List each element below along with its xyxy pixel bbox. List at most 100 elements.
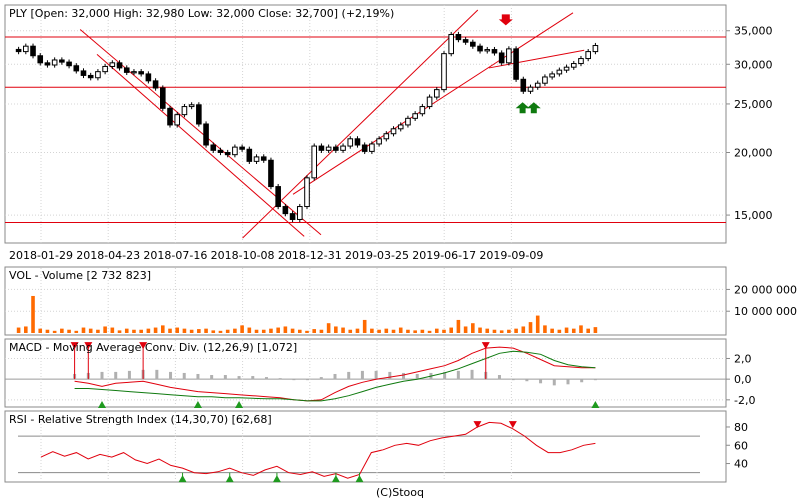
volume-bar <box>204 328 208 333</box>
volume-bar <box>283 326 288 333</box>
price-candle-body <box>30 45 36 57</box>
volume-bar <box>362 319 367 333</box>
rsi-panel <box>4 410 727 483</box>
price-x-tick-label: 2019-09-09 <box>479 249 543 262</box>
macd-histogram-bar <box>292 379 296 381</box>
volume-bar <box>507 329 511 333</box>
volume-bar <box>81 327 86 333</box>
price-candle-body <box>66 61 72 67</box>
price-candle-body <box>585 51 591 60</box>
volume-bar <box>175 327 180 333</box>
macd-histogram-bar <box>525 379 529 382</box>
volume-bar <box>305 330 309 333</box>
price-candle-body <box>304 177 310 208</box>
volume-bar <box>434 328 439 333</box>
rsi-overbought-marker <box>473 421 482 429</box>
volume-bar <box>384 328 389 333</box>
volume-bar <box>398 327 403 333</box>
macd-buy-marker <box>235 400 244 408</box>
price-candle-body <box>160 87 166 109</box>
price-candle-body <box>59 59 65 63</box>
volume-bar <box>254 329 259 333</box>
price-candle-body <box>419 106 426 115</box>
volume-bar <box>391 329 396 333</box>
price-candle-body <box>520 78 527 92</box>
macd-histogram-bar <box>278 378 282 380</box>
macd-y-tick-label: -2,0 <box>734 394 755 407</box>
price-candle-body <box>433 89 440 98</box>
macd-histogram-bar <box>251 376 255 380</box>
price-candle-body <box>109 62 116 67</box>
price-candle-body <box>253 156 260 162</box>
volume-bar <box>52 330 57 333</box>
macd-y-tick-label: 2,0 <box>734 352 752 365</box>
price-candle-body <box>556 69 563 75</box>
volume-bar <box>96 329 100 333</box>
volume-bar <box>38 328 43 333</box>
price-candle-body <box>296 206 303 220</box>
price-candle-body <box>289 213 296 220</box>
volume-bar <box>233 328 237 333</box>
volume-bar <box>240 325 244 333</box>
volume-bar <box>189 329 194 333</box>
price-candle-body <box>116 62 123 69</box>
volume-bar <box>211 330 216 333</box>
price-candle-body <box>318 145 325 151</box>
price-y-tick-label: 30,000 <box>734 58 773 71</box>
price-candle-body <box>333 146 339 151</box>
macd-histogram-bar <box>333 373 337 380</box>
price-x-tick-label: 2018-01-29 <box>9 249 73 262</box>
volume-bar <box>514 328 518 333</box>
rsi-y-tick-label: 80 <box>734 421 748 434</box>
macd-histogram-bar <box>415 373 419 380</box>
price-candle-body <box>477 45 483 52</box>
rsi-oversold-marker <box>272 475 281 483</box>
volume-bar <box>528 322 533 333</box>
price-candle-body <box>73 65 80 72</box>
volume-bar <box>24 326 28 333</box>
price-candle-body <box>123 67 130 73</box>
macd-histogram-bar <box>264 377 268 380</box>
price-candle-body <box>246 148 253 162</box>
price-candle-body <box>95 71 101 79</box>
price-candle-body <box>188 104 195 108</box>
price-grid <box>5 5 726 243</box>
price-candle-body <box>44 62 51 66</box>
volume-bar <box>117 330 122 333</box>
volume-bar <box>74 330 79 333</box>
volume-bar <box>290 328 295 333</box>
price-candle-body <box>239 146 245 150</box>
macd-histogram-bar <box>210 375 214 380</box>
macd-histogram-bar <box>374 370 378 380</box>
price-candle-body <box>51 59 58 66</box>
price-trend-line <box>488 49 585 69</box>
macd-histogram-bar <box>100 371 104 380</box>
price-candle-body <box>361 144 368 152</box>
macd-histogram-bar <box>237 376 241 380</box>
volume-bar <box>406 329 410 333</box>
price-candle-body <box>369 143 375 152</box>
volume-bar <box>269 328 273 333</box>
volume-bar <box>355 328 360 333</box>
price-candle-body <box>390 128 397 135</box>
volume-title: VOL - Volume [2 732 823] <box>9 269 151 282</box>
volume-y-tick-label: 20 000 000 <box>734 283 797 296</box>
price-title: PLY [Open: 32,000 High: 32,980 Low: 32,0… <box>9 7 394 20</box>
volume-bar <box>146 328 151 333</box>
price-candle-body <box>311 145 318 179</box>
volume-bar <box>427 330 432 333</box>
price-candle-body <box>383 133 390 140</box>
macd-title: MACD - Moving Average Conv. Div. (12,26,… <box>9 341 297 354</box>
volume-bar <box>413 330 417 333</box>
rsi-oversold-marker <box>178 475 187 483</box>
price-candle-body <box>325 146 332 151</box>
price-candle-body <box>426 96 433 108</box>
price-candle-body <box>138 71 144 75</box>
price-candle-body <box>196 104 202 125</box>
volume-plot: 20 000 000 10 000 000 <box>5 268 797 334</box>
volume-bar <box>442 329 446 333</box>
volume-bar <box>492 329 497 333</box>
volume-bar <box>161 325 165 333</box>
price-candle-body <box>498 52 505 64</box>
price-y-tick-label: 15,000 <box>734 209 773 222</box>
